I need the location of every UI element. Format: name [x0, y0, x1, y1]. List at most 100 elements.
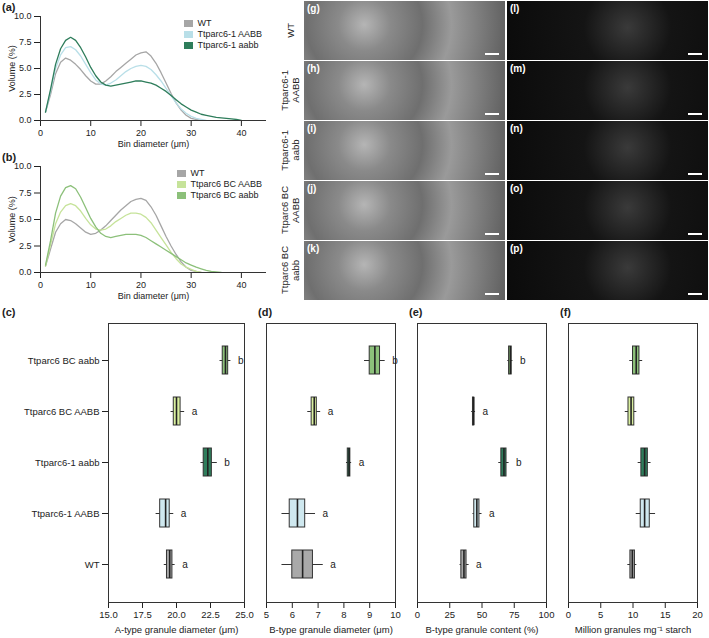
svg-text:0: 0 [38, 280, 43, 290]
svg-text:b: b [238, 355, 244, 366]
svg-text:5: 5 [264, 609, 269, 620]
svg-text:a: a [330, 559, 336, 570]
html-text:(h): (h) [307, 63, 320, 74]
html-text:(b): (b) [2, 151, 16, 163]
svg-text:Bin diameter (μm): Bin diameter (μm) [118, 291, 190, 301]
html-text:(o): (o) [510, 183, 523, 194]
html-text:(e): (e) [409, 306, 423, 318]
svg-text:40: 40 [236, 280, 246, 290]
svg-text:10: 10 [86, 128, 96, 138]
svg-text:15: 15 [660, 609, 671, 620]
svg-text:7.5: 7.5 [19, 188, 32, 198]
svg-text:100: 100 [539, 609, 555, 620]
html-text:aabb: aabb [290, 139, 301, 162]
svg-text:a: a [476, 559, 482, 570]
html-text:AABB: AABB [290, 77, 301, 104]
svg-text:75: 75 [509, 609, 520, 620]
svg-text:a: a [192, 406, 198, 417]
svg-text:0.0: 0.0 [19, 267, 32, 277]
html-text:(f): (f) [560, 306, 571, 318]
svg-text:Volume (%): Volume (%) [7, 45, 17, 92]
svg-text:a: a [483, 406, 489, 417]
html-text:(n): (n) [510, 123, 523, 134]
svg-text:b: b [224, 457, 230, 468]
svg-text:10: 10 [86, 280, 96, 290]
svg-text:WT: WT [85, 559, 100, 570]
svg-text:B-type granule diameter (μm): B-type granule diameter (μm) [269, 624, 393, 635]
svg-text:10: 10 [628, 609, 639, 620]
html-text:Ttparc6 BC: Ttparc6 BC [279, 246, 290, 295]
html-text:Ttparc6 BC: Ttparc6 BC [279, 186, 290, 235]
svg-text:2.5: 2.5 [19, 89, 32, 99]
svg-text:5.0: 5.0 [19, 214, 32, 224]
svg-text:Bin diameter (μm): Bin diameter (μm) [118, 139, 190, 149]
svg-text:9: 9 [367, 609, 372, 620]
svg-text:Ttparc6-1 AABB: Ttparc6-1 AABB [31, 508, 99, 519]
svg-text:5: 5 [598, 609, 603, 620]
html-text:(c): (c) [2, 306, 16, 318]
svg-text:25: 25 [444, 609, 455, 620]
html-text:WT: WT [190, 168, 205, 178]
html-text:(m): (m) [510, 63, 526, 74]
svg-text:a: a [323, 508, 329, 519]
html-text:Ttparc6-1: Ttparc6-1 [279, 130, 290, 171]
svg-text:Ttparc6 BC aabb: Ttparc6 BC aabb [28, 355, 100, 366]
svg-text:20: 20 [692, 609, 703, 620]
svg-text:a: a [359, 457, 365, 468]
svg-text:17.5: 17.5 [133, 609, 152, 620]
svg-text:8: 8 [341, 609, 346, 620]
html-text:Ttparc6 BC AABB: Ttparc6 BC AABB [190, 179, 262, 189]
svg-text:20.0: 20.0 [167, 609, 186, 620]
html-text:Ttparc6-1 aabb: Ttparc6-1 aabb [197, 40, 259, 50]
svg-text:0.0: 0.0 [19, 115, 32, 125]
svg-text:a: a [489, 508, 495, 519]
html-text:Ttparc6 BC aabb: Ttparc6 BC aabb [190, 190, 259, 200]
svg-text:6: 6 [290, 609, 295, 620]
html-text:WT: WT [284, 23, 296, 38]
svg-text:Million granules mg⁻¹ starch: Million granules mg⁻¹ starch [575, 624, 692, 635]
svg-text:10.0: 10.0 [14, 161, 32, 171]
html-text:Ttparc6-1: Ttparc6-1 [279, 70, 290, 111]
svg-text:30: 30 [186, 128, 196, 138]
svg-text:b: b [520, 355, 526, 366]
svg-text:a: a [181, 508, 187, 519]
html-text:(d): (d) [258, 306, 272, 318]
svg-text:b: b [392, 355, 398, 366]
svg-text:22.5: 22.5 [201, 609, 220, 620]
svg-text:5.0: 5.0 [19, 63, 32, 73]
html-text:(j): (j) [307, 183, 317, 194]
svg-text:2.5: 2.5 [19, 241, 32, 251]
svg-text:25.0: 25.0 [235, 609, 254, 620]
svg-text:A-type granule diameter (μm): A-type granule diameter (μm) [115, 624, 239, 635]
svg-text:B-type granule content (%): B-type granule content (%) [425, 624, 538, 635]
svg-text:Ttparc6-1 aabb: Ttparc6-1 aabb [35, 457, 99, 468]
svg-text:a: a [328, 406, 334, 417]
html-text:(p): (p) [510, 243, 523, 254]
svg-text:40: 40 [236, 128, 246, 138]
html-text:aabb: aabb [290, 259, 301, 282]
html-text:(l): (l) [510, 3, 520, 14]
svg-text:15.0: 15.0 [99, 609, 118, 620]
svg-text:Ttparc6 BC AABB: Ttparc6 BC AABB [24, 406, 100, 417]
html-text:AABB: AABB [290, 197, 301, 224]
svg-text:7: 7 [315, 609, 320, 620]
svg-text:20: 20 [136, 280, 146, 290]
svg-text:Volume (%): Volume (%) [7, 196, 17, 243]
svg-text:a: a [182, 559, 188, 570]
html-text:WT: WT [197, 18, 212, 28]
svg-text:0: 0 [415, 609, 420, 620]
html-text:(i): (i) [307, 123, 317, 134]
svg-text:b: b [516, 457, 522, 468]
html-text:(a): (a) [2, 1, 16, 13]
html-text:(g): (g) [307, 3, 320, 14]
svg-text:0: 0 [566, 609, 571, 620]
svg-text:50: 50 [477, 609, 488, 620]
html-text:(k): (k) [307, 243, 320, 254]
svg-text:10.0: 10.0 [14, 11, 32, 21]
html-text:Ttparc6-1 AABB: Ttparc6-1 AABB [197, 29, 262, 39]
svg-text:30: 30 [186, 280, 196, 290]
svg-text:7.5: 7.5 [19, 37, 32, 47]
svg-text:10: 10 [390, 609, 401, 620]
svg-text:0: 0 [38, 128, 43, 138]
svg-text:20: 20 [136, 128, 146, 138]
